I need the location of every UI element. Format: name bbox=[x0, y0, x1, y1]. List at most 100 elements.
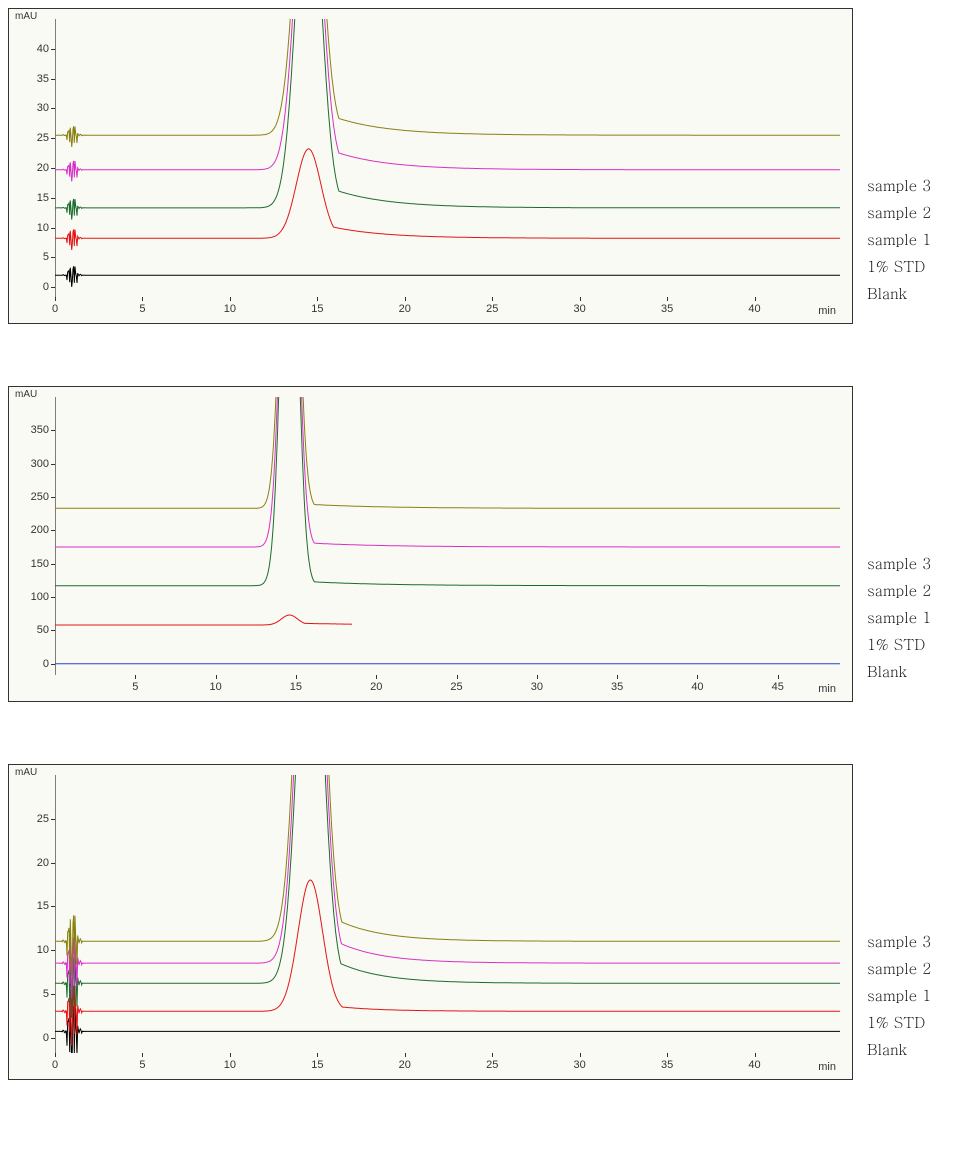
x-tick-label: 25 bbox=[486, 1059, 498, 1071]
legend-entry: sample 3 bbox=[867, 553, 931, 574]
legend: sample 3 sample 2 sample 1 1% STD Blank bbox=[853, 8, 931, 324]
legend-entry: sample 2 bbox=[867, 202, 931, 223]
y-axis: 0 5 10 15 20 25 bbox=[9, 775, 55, 1053]
legend-entry: Blank bbox=[867, 283, 931, 304]
trace-1%-std bbox=[55, 615, 352, 625]
legend: sample 3 sample 2 sample 1 1% STD Blank bbox=[853, 764, 931, 1080]
x-tick-label: 20 bbox=[399, 303, 411, 315]
x-tick-label: 25 bbox=[450, 681, 462, 693]
y-tick-label: 50 bbox=[37, 624, 49, 636]
chromatogram-panel-1: mAU0501001502002503003505101520253035404… bbox=[8, 386, 965, 702]
y-tick-label: 0 bbox=[43, 658, 49, 670]
y-axis: 0 5 10 15 20 25 30 35 40 bbox=[9, 19, 55, 297]
y-tick-label: 40 bbox=[37, 43, 49, 55]
y-tick-label: 30 bbox=[37, 102, 49, 114]
x-tick-label: 20 bbox=[399, 1059, 411, 1071]
x-tick-label: 35 bbox=[661, 303, 673, 315]
chart-frame: mAU05101520253035400510152025303540min bbox=[8, 8, 853, 324]
x-tick-label: 35 bbox=[661, 1059, 673, 1071]
plot-area bbox=[55, 19, 840, 297]
y-tick-label: 20 bbox=[37, 857, 49, 869]
x-tick-label: 30 bbox=[574, 1059, 586, 1071]
trace-sample-2 bbox=[55, 397, 840, 547]
x-axis-unit: min bbox=[818, 305, 836, 317]
legend-entry: sample 2 bbox=[867, 958, 931, 979]
y-tick-label: 100 bbox=[31, 591, 49, 603]
legend-entry: 1% STD bbox=[867, 1012, 931, 1033]
x-tick-label: 5 bbox=[132, 681, 138, 693]
chart-frame: mAU0501001502002503003505101520253035404… bbox=[8, 386, 853, 702]
x-tick-label: 15 bbox=[290, 681, 302, 693]
plot-svg bbox=[55, 19, 840, 297]
legend-entry: Blank bbox=[867, 661, 931, 682]
x-axis: 0 5 10 15 20 25 30 35 40 min bbox=[55, 1053, 840, 1079]
y-tick-label: 0 bbox=[43, 281, 49, 293]
y-tick-label: 15 bbox=[37, 192, 49, 204]
y-tick-label: 250 bbox=[31, 491, 49, 503]
x-tick-label: 25 bbox=[486, 303, 498, 315]
legend-entry: sample 3 bbox=[867, 931, 931, 952]
x-tick-label: 10 bbox=[224, 303, 236, 315]
trace-sample-1 bbox=[55, 775, 840, 1018]
legend-entry: 1% STD bbox=[867, 256, 931, 277]
x-tick-label: 10 bbox=[224, 1059, 236, 1071]
chromatogram-panel-0: mAU05101520253035400510152025303540minsa… bbox=[8, 8, 965, 324]
trace-sample-3 bbox=[55, 19, 840, 147]
legend: sample 3 sample 2 sample 1 1% STD Blank bbox=[853, 386, 931, 702]
plot-svg bbox=[55, 397, 840, 675]
legend-entry: Blank bbox=[867, 1039, 931, 1060]
legend-entry: sample 1 bbox=[867, 985, 931, 1006]
chart-frame: mAU05101520250510152025303540min bbox=[8, 764, 853, 1080]
x-tick-label: 5 bbox=[139, 1059, 145, 1071]
x-tick-label: 20 bbox=[370, 681, 382, 693]
chromatogram-panel-2: mAU05101520250510152025303540minsample 3… bbox=[8, 764, 965, 1080]
legend-entry: 1% STD bbox=[867, 634, 931, 655]
y-tick-label: 5 bbox=[43, 988, 49, 1000]
y-tick-label: 5 bbox=[43, 251, 49, 263]
x-tick-label: 10 bbox=[209, 681, 221, 693]
plot-area bbox=[55, 397, 840, 675]
y-tick-label: 25 bbox=[37, 813, 49, 825]
trace-blank bbox=[55, 1005, 840, 1053]
x-tick-label: 15 bbox=[311, 1059, 323, 1071]
y-tick-label: 15 bbox=[37, 900, 49, 912]
y-tick-label: 35 bbox=[37, 73, 49, 85]
x-tick-label: 5 bbox=[139, 303, 145, 315]
y-axis: 050100150200250300350 bbox=[9, 397, 55, 675]
y-tick-label: 10 bbox=[37, 222, 49, 234]
trace-sample-1 bbox=[55, 19, 840, 220]
y-tick-label: 10 bbox=[37, 944, 49, 956]
y-tick-label: 350 bbox=[31, 424, 49, 436]
y-tick-label: 150 bbox=[31, 558, 49, 570]
y-tick-label: 25 bbox=[37, 132, 49, 144]
x-tick-label: 0 bbox=[52, 1059, 58, 1071]
x-tick-label: 35 bbox=[611, 681, 623, 693]
legend-entry: sample 3 bbox=[867, 175, 931, 196]
x-tick-label: 40 bbox=[748, 303, 760, 315]
y-tick-label: 200 bbox=[31, 524, 49, 536]
trace-sample-1 bbox=[55, 397, 840, 586]
x-tick-label: 40 bbox=[748, 1059, 760, 1071]
legend-entry: sample 1 bbox=[867, 229, 931, 250]
plot-area bbox=[55, 775, 840, 1053]
x-axis-unit: min bbox=[818, 1061, 836, 1073]
x-axis-unit: min bbox=[818, 683, 836, 695]
x-tick-label: 30 bbox=[531, 681, 543, 693]
legend-entry: sample 1 bbox=[867, 607, 931, 628]
y-tick-label: 0 bbox=[43, 1032, 49, 1044]
x-tick-label: 45 bbox=[772, 681, 784, 693]
x-tick-label: 15 bbox=[311, 303, 323, 315]
trace-sample-2 bbox=[55, 775, 840, 998]
trace-1%-std bbox=[55, 149, 840, 250]
x-axis: 5 10 15 20 25 30 35 40 45 min bbox=[55, 675, 840, 701]
legend-entry: sample 2 bbox=[867, 580, 931, 601]
x-axis: 0510152025303540min bbox=[55, 297, 840, 323]
x-tick-label: 0 bbox=[52, 303, 58, 315]
trace-sample-2 bbox=[55, 19, 840, 182]
y-tick-label: 20 bbox=[37, 162, 49, 174]
plot-svg bbox=[55, 775, 840, 1053]
trace-sample-3 bbox=[55, 397, 840, 508]
x-tick-label: 40 bbox=[691, 681, 703, 693]
chromatogram-panels: mAU05101520253035400510152025303540minsa… bbox=[8, 8, 965, 1080]
trace-blank bbox=[55, 266, 840, 287]
